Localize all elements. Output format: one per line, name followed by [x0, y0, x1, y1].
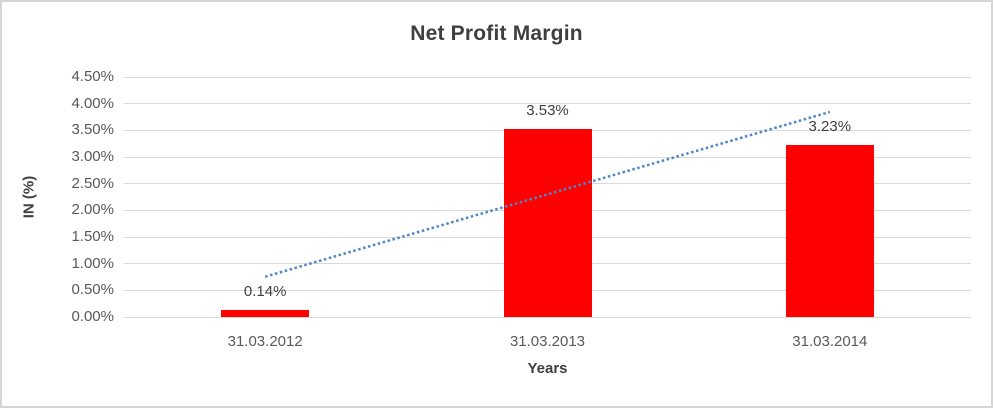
bar-31.03.2014: [785, 144, 874, 317]
y-axis-tick-label: 3.00%: [71, 148, 114, 165]
y-axis-tick-label: 1.00%: [71, 254, 114, 272]
y-axis-tick-label: 1.50%: [71, 228, 114, 245]
chart-title: Net Profit Margin: [410, 22, 583, 45]
bar-31.03.2013: [503, 128, 592, 317]
gridline: [124, 316, 971, 318]
trendline: [264, 110, 831, 278]
gridline: [124, 76, 971, 78]
y-axis-tick-label: 0.50%: [71, 281, 114, 299]
y-axis-tick-label: 4.00%: [71, 94, 114, 112]
y-axis-tick-label: 2.00%: [71, 201, 114, 219]
x-axis-label: 31.03.2013: [509, 333, 586, 350]
y-axis-tick-label: 4.50%: [71, 68, 114, 85]
y-axis-tick-label: 3.50%: [71, 121, 114, 139]
y-axis-tick-label: 0.00%: [71, 308, 114, 325]
data-label: 0.14%: [243, 282, 287, 300]
x-axis-label: 31.03.2012: [227, 333, 303, 350]
gridline: [124, 103, 971, 105]
bar-31.03.2012: [221, 309, 310, 317]
data-label: 3.23%: [808, 117, 852, 135]
data-label: 3.53%: [526, 101, 569, 119]
plot-area: 0.14% 3.53% 3.23%: [124, 76, 971, 318]
x-axis-label: 31.03.2014: [792, 333, 868, 350]
y-axis-tick-label: 2.50%: [71, 174, 114, 192]
x-axis-title: Years: [527, 360, 568, 377]
